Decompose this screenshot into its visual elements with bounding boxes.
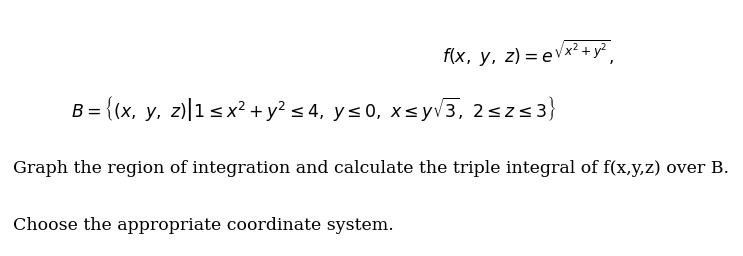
Text: $f(x,\ y,\ z) = e^{\sqrt{x^2+y^2}},$: $f(x,\ y,\ z) = e^{\sqrt{x^2+y^2}},$ <box>442 39 614 69</box>
Text: $B = \left\{(x,\ y,\ z)\middle|1 \leq x^2 + y^2 \leq 4,\ y \leq 0,\ x \leq y\sqr: $B = \left\{(x,\ y,\ z)\middle|1 \leq x^… <box>71 94 556 123</box>
Text: Graph the region of integration and calculate the triple integral of f(x,y,z) ov: Graph the region of integration and calc… <box>13 161 730 177</box>
Text: Choose the appropriate coordinate system.: Choose the appropriate coordinate system… <box>13 217 394 234</box>
